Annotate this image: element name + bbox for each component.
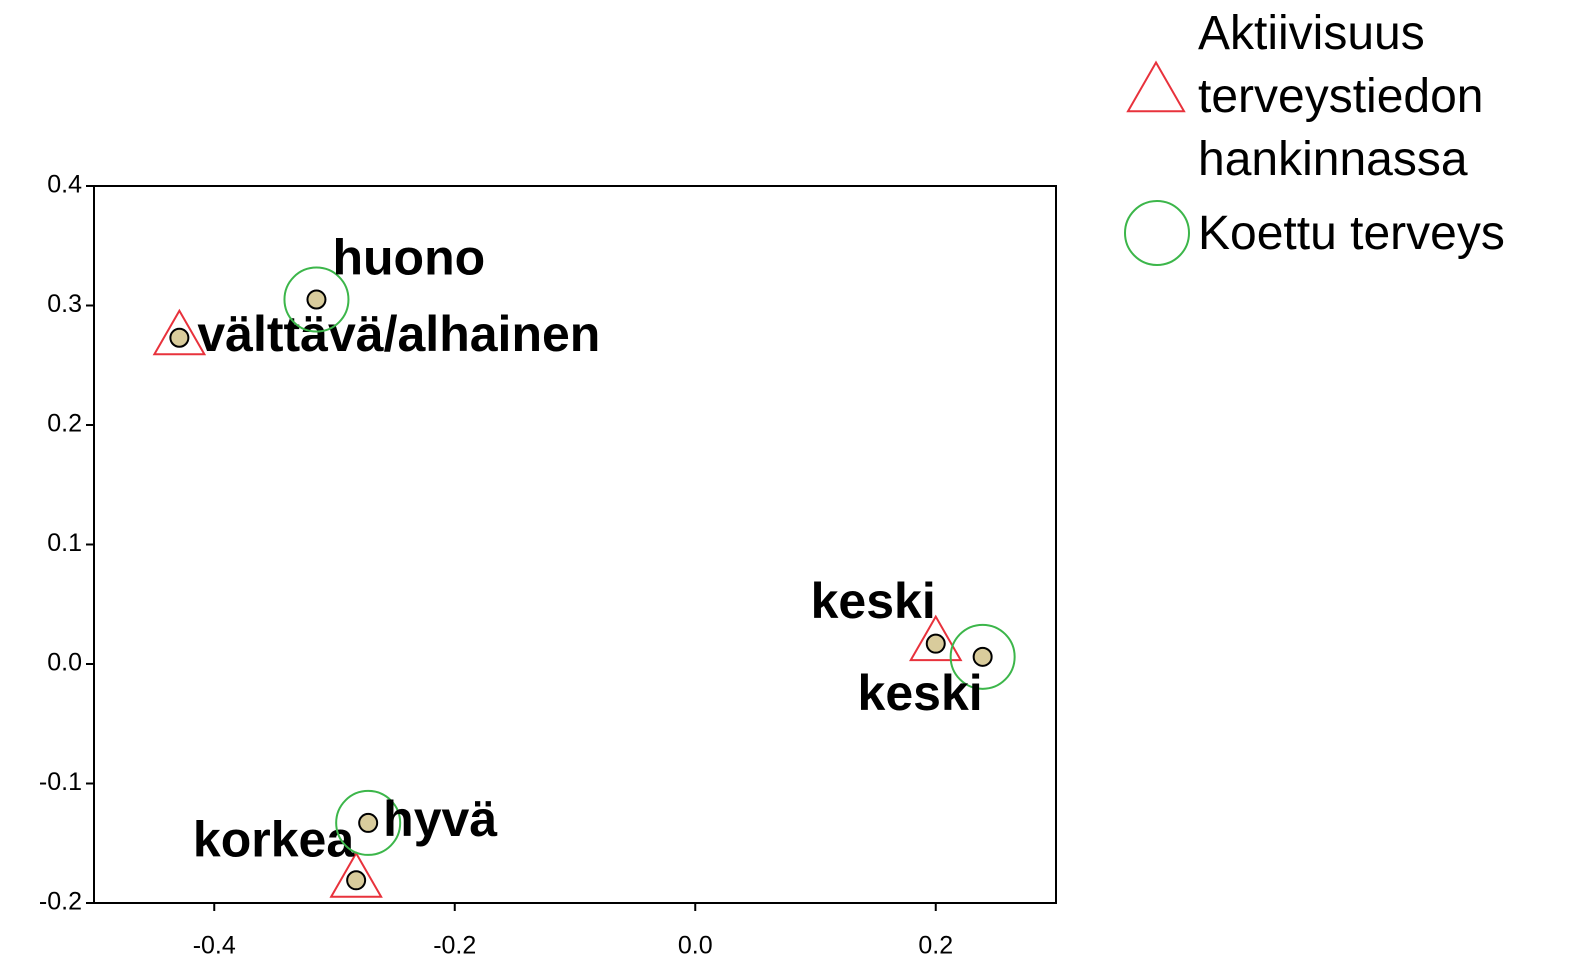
y-tick-label: 0.3 [47, 290, 82, 318]
point-label: hyvä [383, 791, 497, 847]
legend-symbol [1124, 200, 1190, 266]
y-tick-label: 0.0 [47, 649, 82, 677]
point-label: huono [332, 230, 485, 286]
point [306, 289, 327, 310]
x-tick-label: 0.0 [678, 932, 713, 960]
point-label: välttävä/alhainen [197, 306, 600, 362]
y-tick-label: 0.1 [47, 529, 82, 557]
y-tick-label: -0.2 [39, 888, 82, 916]
circle-marker [283, 266, 350, 333]
x-tick-label: -0.4 [193, 932, 236, 960]
circle-marker [335, 789, 402, 856]
y-tick-label: -0.1 [39, 768, 82, 796]
y-tick-label: 0.4 [47, 171, 82, 199]
triangle-marker [329, 851, 383, 898]
point [925, 633, 946, 654]
x-tick-label: 0.2 [918, 932, 953, 960]
point [169, 327, 190, 348]
point [972, 646, 993, 667]
triangle-marker [909, 614, 963, 662]
legend-label: Koettu terveys [1198, 207, 1505, 260]
point-label: korkea [193, 811, 355, 867]
legend-symbol [1126, 60, 1186, 113]
point-label: keski [811, 573, 936, 629]
plot-frame [93, 185, 1057, 904]
x-tick-label: -0.2 [433, 932, 476, 960]
y-tick-label: 0.2 [47, 410, 82, 438]
legend-label: Aktiivisuus terveystiedon hankinnassa [1198, 7, 1484, 186]
triangle-marker [152, 308, 207, 356]
point [346, 870, 367, 891]
point [358, 812, 379, 833]
point-label: keski [858, 665, 983, 721]
circle-marker [949, 623, 1016, 690]
